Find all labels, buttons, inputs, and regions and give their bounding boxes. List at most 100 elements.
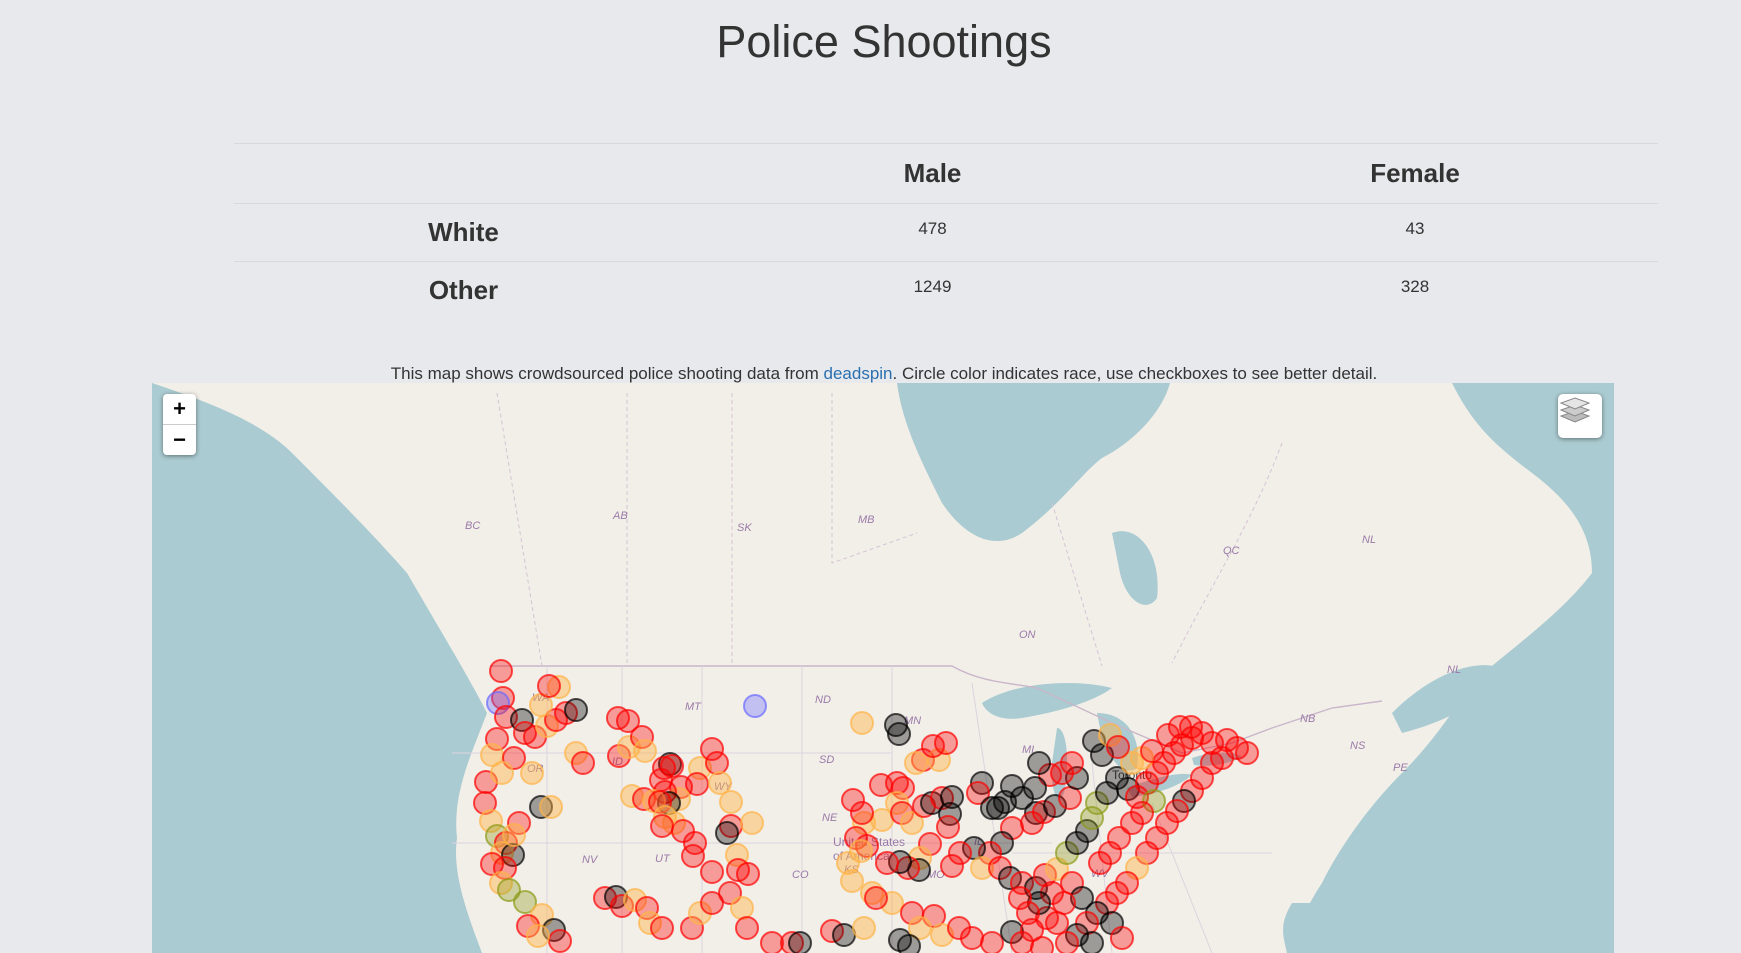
shooting-marker[interactable]: [1140, 739, 1164, 763]
layers-control[interactable]: [1558, 394, 1602, 438]
shooting-marker[interactable]: [940, 854, 964, 878]
shooting-marker[interactable]: [1050, 761, 1074, 785]
shooting-marker[interactable]: [537, 674, 561, 698]
shooting-marker[interactable]: [1142, 789, 1166, 813]
shooting-marker[interactable]: [520, 761, 544, 785]
shooting-marker[interactable]: [934, 731, 958, 755]
shooting-marker[interactable]: [490, 761, 514, 785]
shooting-marker[interactable]: [473, 791, 497, 815]
shooting-marker[interactable]: [1080, 931, 1104, 953]
shooting-marker[interactable]: [980, 796, 1004, 820]
shooting-marker[interactable]: [1235, 741, 1259, 765]
shooting-marker[interactable]: [869, 773, 893, 797]
shooting-marker[interactable]: [940, 785, 964, 809]
shooting-marker[interactable]: [513, 890, 537, 914]
shooting-marker[interactable]: [1120, 811, 1144, 835]
shooting-marker[interactable]: [840, 869, 864, 893]
shooting-marker[interactable]: [526, 924, 550, 948]
shooting-marker[interactable]: [960, 926, 984, 950]
shooting-marker[interactable]: [1110, 926, 1134, 950]
shooting-marker[interactable]: [948, 841, 972, 865]
shooting-marker[interactable]: [908, 916, 932, 940]
shooting-marker[interactable]: [1106, 735, 1130, 759]
shooting-marker[interactable]: [904, 751, 928, 775]
shooting-marker[interactable]: [884, 713, 908, 737]
shooting-marker[interactable]: [705, 751, 729, 775]
shooting-marker[interactable]: [875, 851, 899, 875]
shooting-marker[interactable]: [548, 929, 572, 953]
shooting-marker[interactable]: [1055, 931, 1079, 953]
shooting-marker[interactable]: [832, 923, 856, 947]
shooting-marker[interactable]: [1080, 806, 1104, 830]
shooting-marker[interactable]: [736, 862, 760, 886]
shooting-marker[interactable]: [844, 826, 868, 850]
shooting-marker[interactable]: [1098, 723, 1122, 747]
shooting-marker[interactable]: [970, 856, 994, 880]
shooting-marker[interactable]: [489, 659, 513, 683]
shooting-marker[interactable]: [849, 839, 873, 863]
shooting-marker[interactable]: [616, 709, 640, 733]
zoom-in-button[interactable]: +: [173, 396, 186, 421]
shooting-marker[interactable]: [740, 811, 764, 835]
shooting-marker[interactable]: [850, 801, 874, 825]
shooting-marker[interactable]: [780, 931, 804, 953]
shooting-marker[interactable]: [502, 823, 526, 847]
shooting-marker[interactable]: [633, 739, 657, 763]
shooting-marker[interactable]: [715, 821, 739, 845]
deadspin-link[interactable]: deadspin: [823, 364, 893, 383]
shooting-marker[interactable]: [507, 811, 531, 835]
shooting-marker[interactable]: [539, 795, 563, 819]
shooting-marker[interactable]: [887, 722, 911, 746]
shooting-marker[interactable]: [700, 860, 724, 884]
shooting-marker[interactable]: [610, 894, 634, 918]
shootings-map[interactable]: BC AB SK MB QC NL ON NL NB NS MT ND MN SD WY NE NV UT OR ID…: [152, 383, 1614, 953]
shooting-marker[interactable]: [962, 836, 986, 860]
shooting-marker[interactable]: [648, 790, 672, 814]
shooting-marker[interactable]: [841, 788, 865, 812]
shooting-marker[interactable]: [743, 694, 767, 718]
shooting-marker[interactable]: [630, 725, 654, 749]
shooting-marker[interactable]: [888, 850, 912, 874]
shooting-marker[interactable]: [1075, 819, 1099, 843]
shooting-marker[interactable]: [623, 888, 647, 912]
shooting-marker[interactable]: [571, 751, 595, 775]
shooting-marker[interactable]: [653, 805, 677, 829]
shooting-marker[interactable]: [1116, 777, 1140, 801]
shooting-marker[interactable]: [650, 916, 674, 940]
shooting-marker[interactable]: [900, 811, 924, 835]
shooting-marker[interactable]: [635, 896, 659, 920]
shooting-marker[interactable]: [788, 931, 812, 953]
shooting-marker[interactable]: [1035, 906, 1059, 930]
shooting-marker[interactable]: [564, 698, 588, 722]
shooting-marker[interactable]: [836, 851, 860, 875]
shooting-marker[interactable]: [480, 852, 504, 876]
shooting-marker[interactable]: [638, 911, 662, 935]
shooting-marker[interactable]: [708, 771, 732, 795]
shooting-marker[interactable]: [760, 931, 784, 953]
shooting-marker[interactable]: [700, 737, 724, 761]
shooting-marker[interactable]: [719, 790, 743, 814]
shooting-marker[interactable]: [1016, 901, 1040, 925]
shooting-marker[interactable]: [850, 711, 874, 735]
shooting-marker[interactable]: [730, 896, 754, 920]
shooting-marker[interactable]: [1156, 723, 1180, 747]
shooting-marker[interactable]: [486, 691, 510, 715]
shooting-marker[interactable]: [936, 815, 960, 839]
shooting-marker[interactable]: [998, 866, 1022, 890]
shooting-marker[interactable]: [497, 878, 521, 902]
shooting-marker[interactable]: [1070, 886, 1094, 910]
shooting-marker[interactable]: [1027, 751, 1051, 775]
shooting-marker[interactable]: [1020, 811, 1044, 835]
shooting-marker[interactable]: [501, 843, 525, 867]
shooting-marker[interactable]: [1058, 786, 1082, 810]
zoom-out-button[interactable]: −: [163, 424, 196, 455]
shooting-marker[interactable]: [1088, 851, 1112, 875]
shooting-marker[interactable]: [980, 931, 1004, 953]
shooting-marker[interactable]: [700, 891, 724, 915]
shooting-marker[interactable]: [1043, 794, 1067, 818]
shooting-marker[interactable]: [1030, 936, 1054, 953]
shooting-marker[interactable]: [966, 781, 990, 805]
shooting-marker[interactable]: [735, 916, 759, 940]
shooting-marker[interactable]: [1023, 776, 1047, 800]
